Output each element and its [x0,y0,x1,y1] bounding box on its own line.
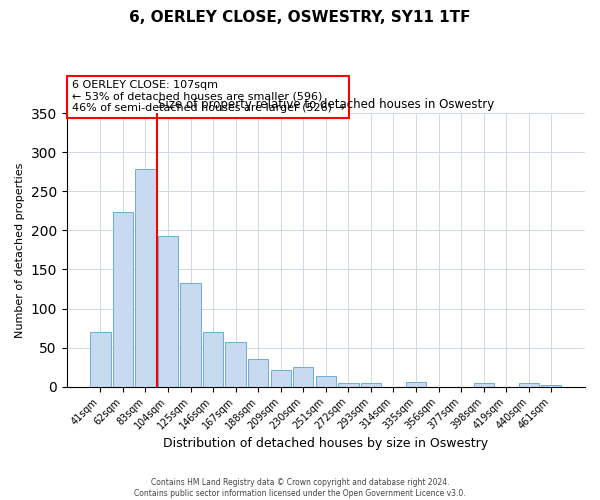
Bar [113,212,133,386]
Text: 6 OERLEY CLOSE: 107sqm
← 53% of detached houses are smaller (596)
46% of semi-de: 6 OERLEY CLOSE: 107sqm ← 53% of detached… [72,80,345,113]
Title: Size of property relative to detached houses in Oswestry: Size of property relative to detached ho… [158,98,494,110]
Bar [541,385,562,386]
Bar [473,383,494,386]
Bar [181,283,200,387]
X-axis label: Distribution of detached houses by size in Oswestry: Distribution of detached houses by size … [163,437,488,450]
Bar [518,383,539,386]
Bar [136,168,155,386]
Bar [406,382,426,386]
Bar [248,360,268,386]
Bar [293,367,313,386]
Bar [338,383,359,386]
Bar [226,342,246,386]
Bar [90,332,110,386]
Bar [316,376,336,386]
Bar [158,236,178,386]
Text: 6, OERLEY CLOSE, OSWESTRY, SY11 1TF: 6, OERLEY CLOSE, OSWESTRY, SY11 1TF [129,10,471,25]
Y-axis label: Number of detached properties: Number of detached properties [15,162,25,338]
Bar [361,383,381,386]
Bar [271,370,291,386]
Text: Contains HM Land Registry data © Crown copyright and database right 2024.
Contai: Contains HM Land Registry data © Crown c… [134,478,466,498]
Bar [203,332,223,386]
